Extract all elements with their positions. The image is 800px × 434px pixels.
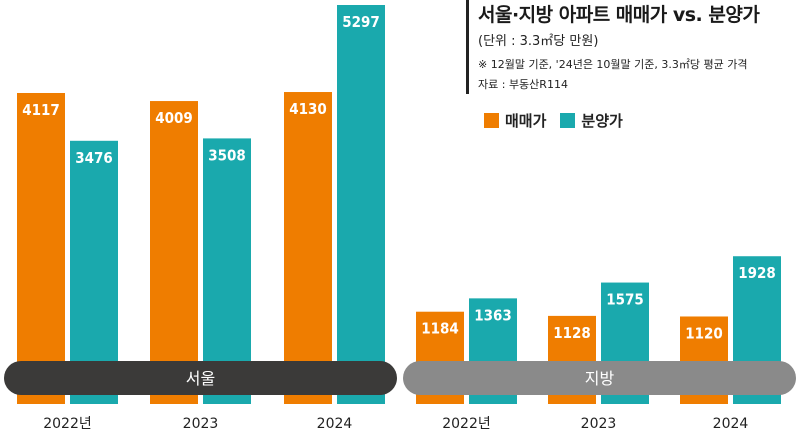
data-label-local-1-sale: 1128: [553, 324, 591, 342]
category-label-seoul-2: 2024: [317, 416, 353, 432]
data-label-local-2-sale: 1120: [685, 324, 723, 342]
region-band-local: [403, 361, 796, 395]
bar-seoul-0-sale: [17, 92, 65, 405]
legend: 매매가 분양가: [484, 110, 637, 131]
bar-seoul-1-presale: [203, 138, 251, 404]
data-label-seoul-2-presale: 5297: [342, 13, 380, 31]
data-label-local-0-sale: 1184: [421, 320, 459, 338]
category-label-local-1: 2023: [581, 416, 617, 432]
bar-seoul-0-presale: [70, 140, 118, 404]
legend-item-presale: 분양가: [560, 110, 623, 131]
bar-seoul-2-presale: [337, 5, 385, 404]
chart-title: 서울·지방 아파트 매매가 vs. 분양가: [478, 4, 760, 26]
bar-seoul-1-sale: [150, 101, 198, 405]
data-label-local-2-presale: 1928: [738, 264, 776, 282]
legend-label-presale: 분양가: [581, 112, 623, 130]
data-label-local-1-presale: 1575: [606, 291, 644, 309]
category-label-local-2: 2024: [713, 416, 749, 432]
data-label-seoul-1-presale: 3508: [208, 146, 246, 164]
bar-seoul-2-sale: [284, 92, 332, 404]
chart-source: 자료 : 부동산R114: [478, 78, 568, 91]
data-label-seoul-0-presale: 3476: [75, 149, 113, 167]
title-accent-bar: [466, 0, 469, 94]
region-band-seoul: [4, 361, 397, 395]
category-label-local-0: 2022년: [442, 416, 491, 432]
group-divider: [399, 395, 401, 407]
region-label-seoul: 서울: [186, 369, 215, 388]
chart-unit: (단위 : 3.3㎡당 만원): [478, 34, 599, 49]
legend-swatch-sale: [484, 113, 499, 128]
title-block: 서울·지방 아파트 매매가 vs. 분양가 (단위 : 3.3㎡당 만원) ※ …: [460, 0, 800, 100]
data-label-seoul-2-sale: 4130: [289, 100, 327, 118]
legend-item-sale: 매매가: [484, 110, 546, 131]
category-label-seoul-0: 2022년: [43, 416, 92, 432]
chart-note: ※ 12월말 기준, '24년은 10월말 기준, 3.3㎡당 평균 가격: [478, 58, 748, 71]
category-label-seoul-1: 2023: [183, 416, 219, 432]
data-label-local-0-presale: 1363: [474, 306, 512, 324]
legend-label-sale: 매매가: [505, 112, 547, 130]
data-label-seoul-0-sale: 4117: [22, 101, 60, 119]
region-label-local: 지방: [585, 369, 615, 388]
legend-swatch-presale: [560, 113, 576, 128]
data-label-seoul-1-sale: 4009: [155, 109, 193, 127]
